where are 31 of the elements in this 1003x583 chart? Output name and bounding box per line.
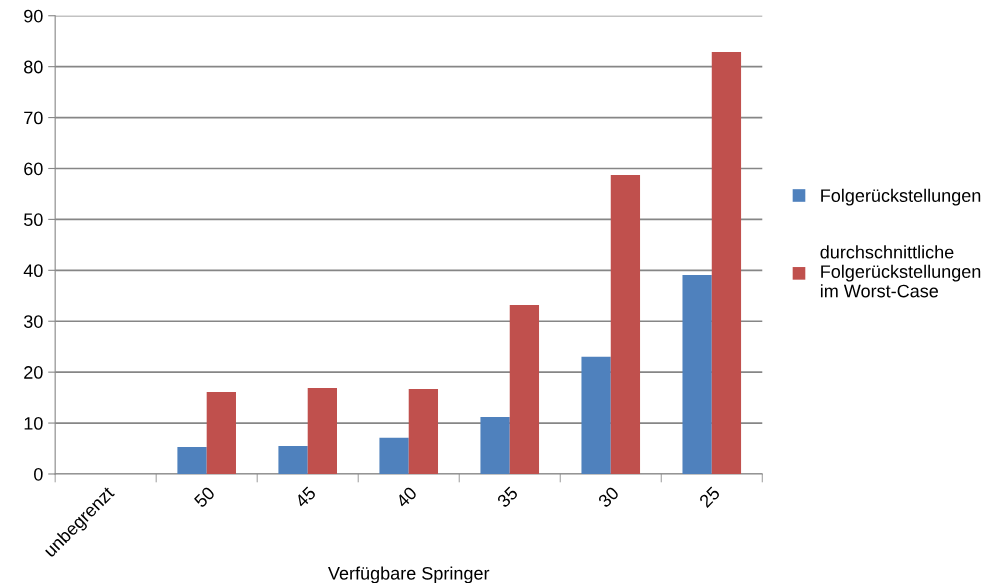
bar	[581, 356, 611, 474]
y-tick-label: 10	[24, 417, 43, 430]
bar	[307, 387, 337, 474]
x-axis-title: Verfügbare Springer	[328, 566, 490, 583]
bar	[379, 437, 409, 474]
bar	[682, 274, 712, 474]
y-tick-label: 40	[23, 264, 43, 278]
x-tick-label: 30	[597, 485, 620, 509]
y-tick-label: 70	[24, 111, 43, 125]
bar	[177, 446, 207, 474]
y-tick-label: 60	[24, 162, 43, 176]
bar	[206, 392, 236, 474]
bar	[509, 304, 540, 474]
bar	[408, 388, 439, 474]
y-tick-label: 30	[23, 315, 43, 328]
x-tick-label: 35	[496, 485, 519, 509]
x-tick-label: 25	[698, 485, 721, 509]
bar	[278, 445, 308, 474]
bar	[711, 51, 742, 474]
y-tick-label: 20	[24, 366, 43, 379]
bar	[610, 175, 641, 474]
y-tick-label: 50	[24, 213, 43, 227]
y-tick-label: 90	[24, 9, 43, 23]
x-tick-label: 50	[193, 485, 216, 509]
y-tick-label: 80	[24, 60, 43, 74]
legend-label: durchschnittliche Folgerückstellungen im Worst-Case	[820, 245, 981, 298]
x-tick-label: 40	[395, 485, 418, 509]
legend-label: Folgerückstellungen	[821, 188, 981, 206]
bar	[480, 416, 510, 474]
x-tick-label: 45	[294, 486, 317, 509]
y-tick-label: 0	[34, 467, 43, 481]
